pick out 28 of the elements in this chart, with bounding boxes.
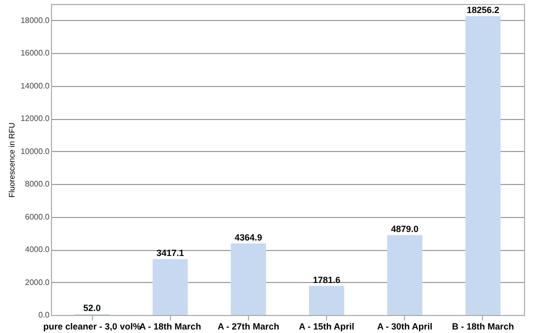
data-label: 1781.6	[312, 274, 340, 285]
x-tick-label: A - 30th April	[377, 322, 432, 332]
x-tick-label: A - 15th April	[298, 322, 354, 332]
bar	[465, 16, 501, 315]
data-label: 3417.1	[156, 248, 184, 258]
y-tick-label: 10000.0	[20, 146, 50, 156]
y-tick-label: 6000.0	[25, 212, 50, 222]
data-label: 4879.0	[391, 224, 419, 234]
bar	[230, 244, 266, 315]
y-tick-label: 4000.0	[25, 245, 50, 254]
y-tick-label: 16000.0	[20, 48, 50, 58]
bar	[152, 259, 188, 315]
bar	[309, 286, 344, 315]
x-tick-label: A - 18th March	[139, 322, 202, 332]
data-label: 4364.9	[234, 232, 262, 243]
x-tick-label: B - 18th March	[452, 322, 514, 332]
y-axis-title: Fluorescence in RFU	[8, 122, 17, 198]
y-tick-label: 2000.0	[25, 278, 50, 287]
bar	[387, 235, 422, 315]
x-tick-label: pure cleaner - 3,0 vol%	[43, 322, 141, 332]
y-tick-label: 8000.0	[25, 180, 50, 189]
x-tick-label: A - 27th March	[218, 322, 280, 332]
y-tick-label: 0.0	[38, 310, 50, 320]
data-label: 18256.2	[466, 5, 500, 16]
y-tick-label: 12000.0	[20, 114, 50, 124]
y-tick-label: 14000.0	[20, 81, 50, 90]
data-label: 52.0	[83, 303, 101, 314]
y-tick-label: 18000.0	[20, 16, 50, 25]
